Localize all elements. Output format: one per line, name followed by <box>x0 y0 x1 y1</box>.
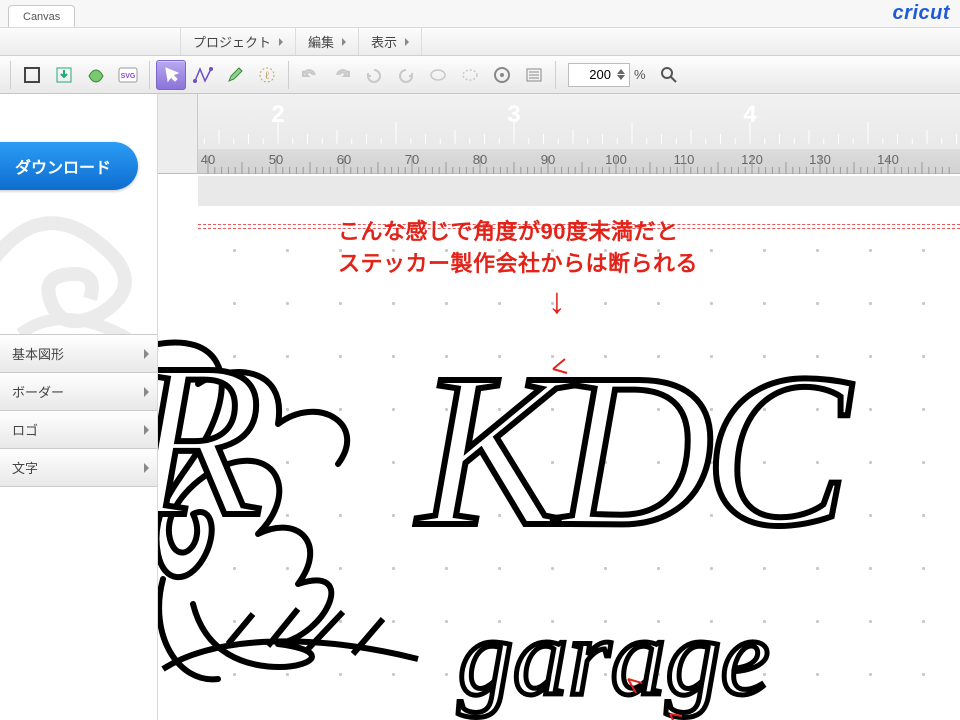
chevron-down-icon[interactable] <box>617 75 625 80</box>
download-label: ダウンロード <box>15 154 111 178</box>
pointer-icon[interactable] <box>156 60 186 90</box>
chevron-right-icon <box>144 349 149 359</box>
flip-h-icon[interactable] <box>423 60 453 90</box>
save-icon[interactable] <box>81 60 111 90</box>
rect-icon[interactable] <box>17 60 47 90</box>
document-tab-title: Canvas <box>23 11 60 23</box>
menu-bar: プロジェクト 編集 表示 <box>0 28 960 56</box>
redo-icon[interactable] <box>327 60 357 90</box>
chevron-right-icon <box>405 38 409 46</box>
svg-text:KDC: KDC <box>415 328 853 572</box>
rotate-r-icon[interactable] <box>391 60 421 90</box>
svg-text:ℓ: ℓ <box>265 70 269 82</box>
canvas-margin-band <box>198 176 960 206</box>
zoom-input[interactable] <box>575 67 613 82</box>
menu-label: 編集 <box>308 32 334 51</box>
sidebar-item-label: 文字 <box>12 458 38 477</box>
sidebar-item-label: 基本図形 <box>12 344 64 363</box>
toolbar: SVG ℓ % <box>0 56 960 94</box>
download-button[interactable]: ダウンロード <box>0 142 138 190</box>
svg-text:SVG: SVG <box>121 73 136 80</box>
menu-label: プロジェクト <box>193 32 271 51</box>
chevron-right-icon <box>342 38 346 46</box>
chevron-right-icon <box>279 38 283 46</box>
toolbar-separator <box>555 61 556 89</box>
text-outline-icon[interactable]: ℓ <box>252 60 282 90</box>
sidebar-item-logo[interactable]: ロゴ <box>0 411 157 449</box>
zoom-spinner[interactable] <box>617 69 625 80</box>
import-icon[interactable] <box>49 60 79 90</box>
sidebar-item-label: ボーダー <box>12 382 64 401</box>
sidebar-item-label: ロゴ <box>12 420 38 439</box>
sidebar-item-basic-shapes[interactable]: 基本図形 <box>0 335 157 373</box>
chevron-right-icon <box>144 425 149 435</box>
toolbar-separator <box>149 61 150 89</box>
chevron-right-icon <box>144 463 149 473</box>
chevron-up-icon[interactable] <box>617 69 625 74</box>
brand-logo: cricut <box>893 2 950 25</box>
ruler-corner <box>158 94 198 174</box>
menu-project[interactable]: プロジェクト <box>180 28 296 55</box>
ruler-horizontal: 2345405060708090100110120130140 <box>198 94 960 174</box>
magnifier-icon[interactable] <box>654 60 684 90</box>
svg-text:R: R <box>158 318 262 562</box>
left-sidebar: ダウンロード 基本図形 ボーダー ロゴ 文字 <box>0 94 158 720</box>
svg-text:garage: garage <box>458 596 770 718</box>
circle-target-icon[interactable] <box>487 60 517 90</box>
svg-icon[interactable]: SVG <box>113 60 143 90</box>
pencil-icon[interactable] <box>220 60 250 90</box>
document-tab-strip: Canvas cricut <box>0 0 960 28</box>
zoom-percent-label: % <box>634 67 646 82</box>
chevron-right-icon <box>144 387 149 397</box>
menu-view[interactable]: 表示 <box>359 28 422 55</box>
document-tab[interactable]: Canvas <box>8 5 75 27</box>
sidebar-item-border[interactable]: ボーダー <box>0 373 157 411</box>
rotate-l-icon[interactable] <box>359 60 389 90</box>
menu-edit[interactable]: 編集 <box>296 28 359 55</box>
shape-category-list: 基本図形 ボーダー ロゴ 文字 <box>0 334 157 487</box>
list-icon[interactable] <box>519 60 549 90</box>
path-line-icon[interactable] <box>188 60 218 90</box>
flip-v-icon[interactable] <box>455 60 485 90</box>
sidebar-item-text[interactable]: 文字 <box>0 449 157 487</box>
zoom-control[interactable] <box>568 63 630 87</box>
toolbar-separator <box>10 61 11 89</box>
menu-label: 表示 <box>371 32 397 51</box>
toolbar-separator <box>288 61 289 89</box>
canvas-viewport[interactable]: 2345405060708090100110120130140 こんな感じで角度… <box>158 94 960 720</box>
undo-icon[interactable] <box>295 60 325 90</box>
canvas-artwork[interactable]: R KDC garage <box>158 214 960 720</box>
